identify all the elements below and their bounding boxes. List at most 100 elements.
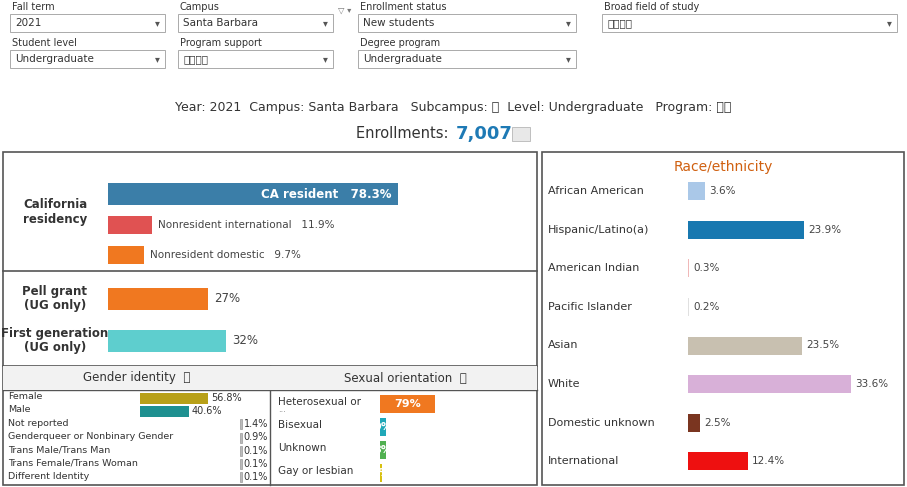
Text: Asian: Asian — [548, 340, 579, 351]
Text: Pell grant
(UG only): Pell grant (UG only) — [23, 284, 87, 313]
Bar — [270, 366, 537, 390]
Bar — [688, 221, 804, 239]
Text: Domestic unknown: Domestic unknown — [548, 418, 655, 428]
Text: （全部）: （全部） — [607, 18, 632, 28]
Bar — [240, 419, 241, 429]
Text: CA resident   78.3%: CA resident 78.3% — [261, 187, 392, 201]
Text: 2.5%: 2.5% — [704, 418, 731, 428]
Text: First generation
(UG only): First generation (UG only) — [2, 326, 109, 355]
Text: ▽ ▾: ▽ ▾ — [338, 5, 351, 15]
Text: ▾: ▾ — [323, 54, 327, 64]
Bar — [178, 14, 333, 32]
Bar — [3, 152, 537, 485]
Text: Gender identity  ❓: Gender identity ❓ — [83, 372, 190, 385]
Bar — [358, 50, 576, 68]
Text: Female: Female — [8, 392, 43, 401]
Text: Student level: Student level — [12, 38, 77, 48]
Bar — [10, 50, 165, 68]
Bar — [380, 465, 382, 483]
Text: ▾: ▾ — [323, 18, 327, 28]
Text: Hispanic/Latino(a): Hispanic/Latino(a) — [548, 225, 649, 235]
Bar — [688, 259, 689, 277]
Text: 0.1%: 0.1% — [243, 472, 268, 482]
Text: 0.2%: 0.2% — [693, 302, 719, 312]
Text: Santa Barbara: Santa Barbara — [183, 18, 258, 28]
Text: 3%: 3% — [372, 468, 390, 478]
Text: African American: African American — [548, 186, 644, 196]
Bar — [240, 459, 241, 469]
Text: Nonresident international   11.9%: Nonresident international 11.9% — [158, 220, 335, 230]
Text: Trans Male/Trans Man: Trans Male/Trans Man — [8, 445, 111, 454]
Text: ▾: ▾ — [886, 18, 892, 28]
Text: Nonresident domestic   9.7%: Nonresident domestic 9.7% — [150, 250, 301, 260]
Text: 56.8%: 56.8% — [211, 393, 242, 403]
Text: Undergraduate: Undergraduate — [15, 54, 94, 64]
Text: 79%: 79% — [395, 399, 421, 409]
Text: 2021: 2021 — [15, 18, 42, 28]
Text: Different Identity: Different Identity — [8, 472, 89, 481]
Text: 0.9%: 0.9% — [243, 432, 268, 443]
Text: 40.6%: 40.6% — [191, 406, 222, 416]
Bar — [140, 393, 209, 404]
Text: 8%: 8% — [374, 445, 392, 455]
Text: New students: New students — [363, 18, 434, 28]
Text: 0.1%: 0.1% — [243, 459, 268, 469]
Text: ▾: ▾ — [566, 18, 571, 28]
Bar — [240, 472, 241, 482]
Text: Gay or lesbian: Gay or lesbian — [278, 467, 354, 476]
Bar — [688, 375, 851, 393]
Text: 23.5%: 23.5% — [806, 340, 839, 351]
Text: Not reported: Not reported — [8, 419, 69, 428]
Text: Enrollments:: Enrollments: — [356, 127, 454, 142]
Text: Male: Male — [8, 406, 31, 414]
Text: 3.6%: 3.6% — [709, 186, 736, 196]
Bar — [108, 287, 208, 310]
Text: Fall term: Fall term — [12, 2, 54, 12]
Text: Broad field of study: Broad field of study — [604, 2, 699, 12]
Bar — [688, 337, 802, 355]
Text: 0.3%: 0.3% — [694, 263, 720, 273]
Bar — [108, 216, 152, 234]
Text: Sexual orientation  ❓: Sexual orientation ❓ — [344, 372, 466, 385]
Text: Pacific Islander: Pacific Islander — [548, 302, 632, 312]
Bar — [108, 183, 397, 205]
Text: Undergraduate: Undergraduate — [363, 54, 442, 64]
Bar — [240, 446, 241, 456]
Text: California
residency: California residency — [23, 198, 87, 226]
Text: 23.9%: 23.9% — [808, 225, 841, 235]
Text: International: International — [548, 456, 619, 467]
Bar — [688, 298, 689, 316]
Bar — [108, 330, 227, 352]
Bar — [358, 14, 576, 32]
Text: Degree program: Degree program — [360, 38, 440, 48]
Bar — [240, 432, 241, 443]
Text: 32%: 32% — [232, 334, 258, 347]
Bar — [108, 246, 144, 264]
Bar — [140, 406, 189, 417]
Text: Trans Female/Trans Woman: Trans Female/Trans Woman — [8, 459, 138, 468]
Text: Program support: Program support — [180, 38, 262, 48]
Bar — [380, 441, 385, 459]
Text: American Indian: American Indian — [548, 263, 639, 273]
Text: White: White — [548, 379, 580, 389]
Text: Campus: Campus — [180, 2, 219, 12]
Text: 12.4%: 12.4% — [752, 456, 785, 467]
Text: 0.1%: 0.1% — [243, 446, 268, 456]
Bar — [542, 152, 904, 485]
Text: Genderqueer or Nonbinary Gender: Genderqueer or Nonbinary Gender — [8, 432, 173, 441]
Text: 33.6%: 33.6% — [855, 379, 888, 389]
Bar — [688, 452, 748, 470]
Bar — [380, 418, 386, 436]
Bar — [688, 182, 706, 200]
Text: Enrollment status: Enrollment status — [360, 2, 446, 12]
Text: Race/ethnicity: Race/ethnicity — [674, 160, 773, 174]
Text: （全部）: （全部） — [183, 54, 208, 64]
Bar — [10, 14, 165, 32]
Text: ▾: ▾ — [154, 18, 160, 28]
Text: 7,007: 7,007 — [455, 125, 512, 143]
Bar — [602, 14, 897, 32]
Text: ▾: ▾ — [566, 54, 571, 64]
Bar — [512, 127, 530, 141]
Text: Unknown: Unknown — [278, 443, 327, 453]
Text: Year: 2021  Campus: Santa Barbara   Subcampus: 无  Level: Undergraduate   Program: Year: 2021 Campus: Santa Barbara Subcamp… — [175, 101, 732, 114]
